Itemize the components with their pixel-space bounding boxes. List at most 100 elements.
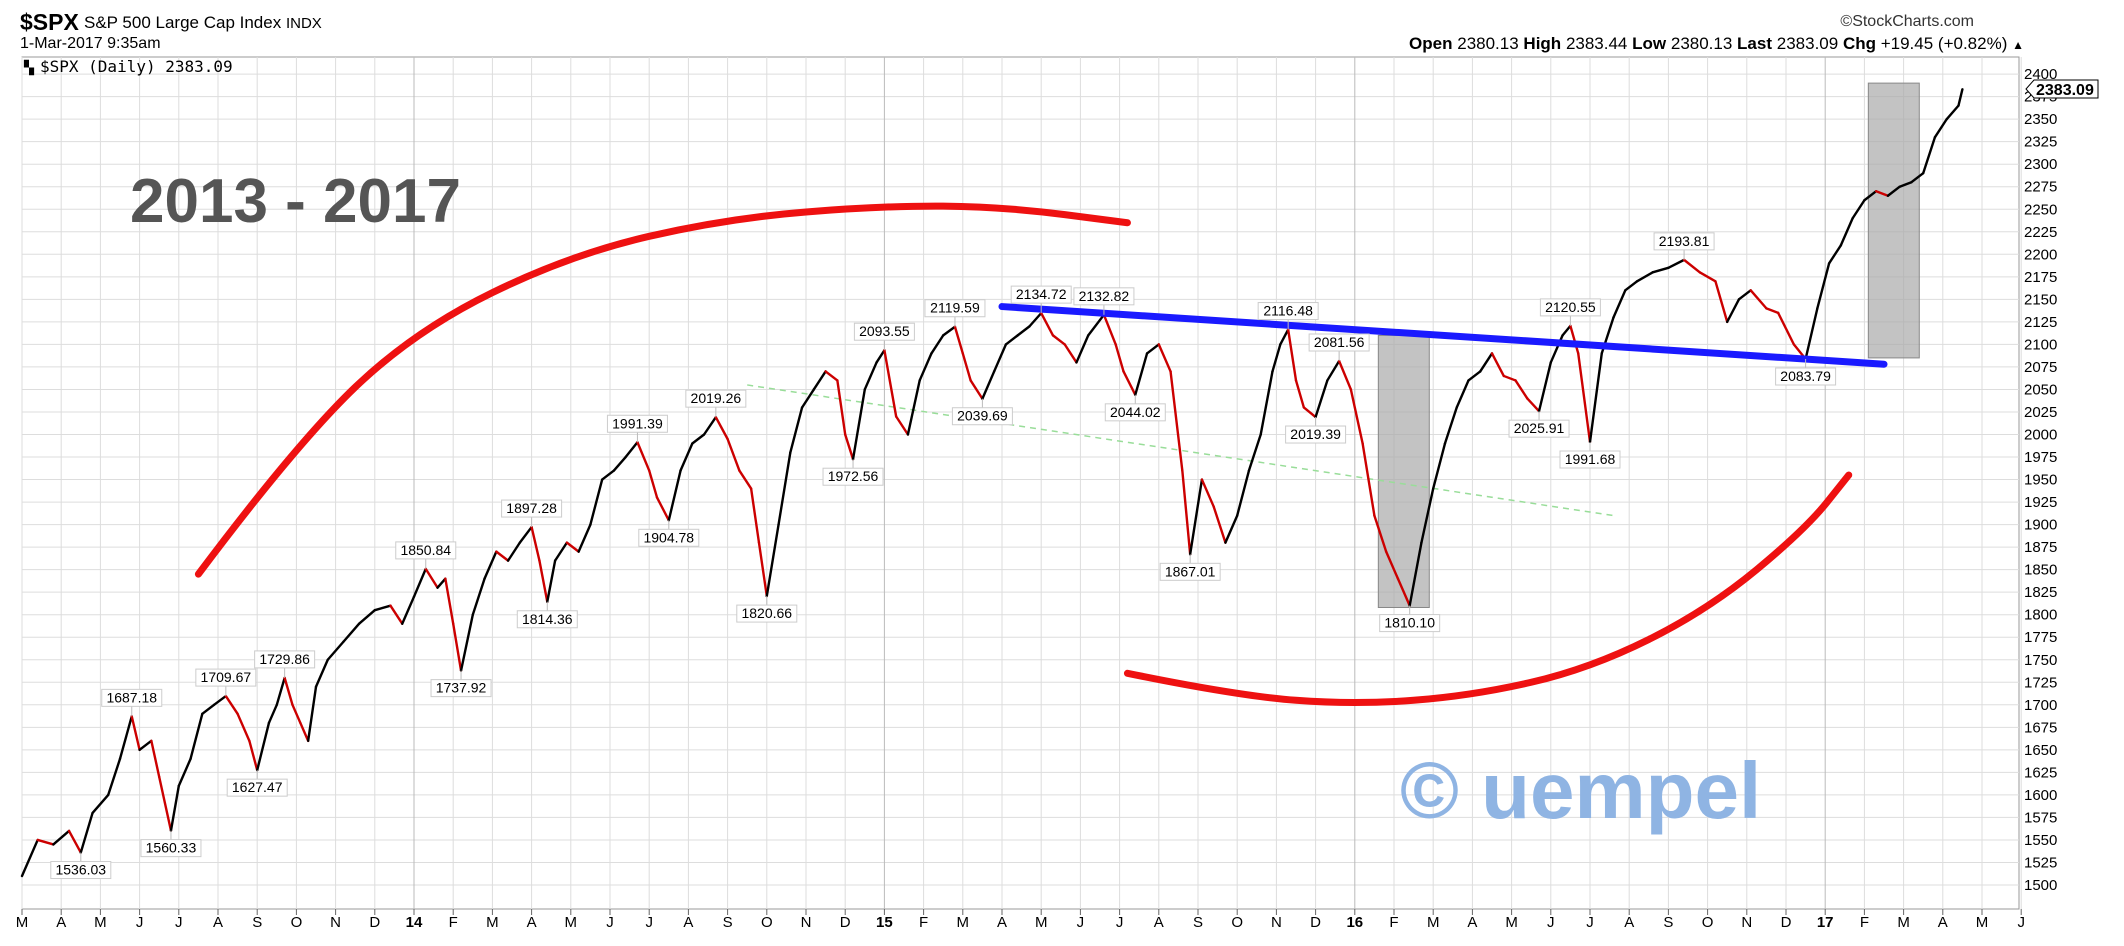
last-value-marker: 2383.09: [2025, 79, 2099, 99]
annotation-box: [1539, 298, 1601, 317]
x-tick-label: N: [801, 914, 812, 931]
annotation-label: 2119.59: [930, 300, 980, 316]
x-tick-label: M: [1035, 914, 1048, 931]
price-segment: [1200, 478, 1215, 508]
annotation-box: [853, 322, 915, 341]
annotation-label: 1737.92: [436, 680, 487, 696]
price-segment: [1874, 190, 1890, 197]
y-tick-label: 1925: [2024, 494, 2057, 511]
price-segment: [1839, 217, 1854, 247]
price-segment: [1635, 271, 1654, 283]
annotation-label: 2081.56: [1314, 334, 1365, 350]
annotation-box: [1653, 232, 1715, 251]
x-tick-label: A: [997, 914, 1007, 931]
x-tick-label: A: [527, 914, 537, 931]
x-tick-label: D: [369, 914, 380, 931]
price-segment: [530, 525, 541, 562]
x-tick-label: M: [1976, 914, 1989, 931]
open-value: 2380.13: [1457, 34, 1519, 53]
annotation-box: [430, 679, 492, 698]
annotation-box: [516, 610, 578, 629]
price-segment: [67, 829, 83, 854]
y-tick-label: 1800: [2024, 607, 2057, 624]
x-tick-label: F: [449, 914, 458, 931]
stockcharts-icon: ©: [1840, 13, 1853, 30]
price-segment: [1577, 352, 1592, 444]
price-segment: [1945, 104, 1960, 121]
price-segment: [150, 739, 161, 779]
price-segment: [589, 478, 604, 526]
x-tick-label: A: [683, 914, 693, 931]
source-credit[interactable]: ©StockCharts.com: [1840, 13, 1974, 31]
price-segment: [1212, 505, 1227, 544]
price-segment: [107, 757, 122, 797]
price-segment: [483, 550, 498, 580]
price-segment: [714, 415, 729, 441]
price-segment: [1396, 577, 1411, 607]
price-segment: [1749, 289, 1768, 310]
price-segment: [765, 523, 780, 598]
annotation-label: 2019.26: [691, 390, 742, 406]
price-segment: [1898, 181, 1913, 188]
price-segment: [1384, 550, 1400, 580]
x-tick-label: S: [1193, 914, 1203, 931]
y-tick-label: 2300: [2024, 156, 2057, 173]
x-tick-label: M: [94, 914, 107, 931]
price-segment: [1537, 361, 1553, 413]
price-segment: [326, 640, 345, 661]
annotation-labels: 1536.03 1687.18 1560.33 1709.67 1627.47 1729.…: [50, 232, 1837, 880]
annotation-box: [254, 650, 316, 669]
y-tick-label: 2100: [2024, 336, 2057, 353]
price-segment: [373, 604, 392, 612]
price-segment: [546, 559, 557, 603]
low-label: Low: [1632, 34, 1667, 53]
y-tick-label: 2125: [2024, 314, 2057, 331]
arc-layer: [194, 202, 1853, 707]
annotation-box: [195, 668, 257, 687]
y-tick-label: 2000: [2024, 427, 2057, 444]
price-segment: [52, 829, 71, 846]
low-value: 2380.13: [1670, 34, 1733, 53]
y-tick-label: 2200: [2024, 246, 2057, 263]
highlight-box: [1377, 334, 1430, 608]
price-segment: [553, 541, 569, 562]
price-segment: [1816, 262, 1831, 310]
x-tick-label: O: [761, 914, 773, 931]
exchange-label: INDX: [285, 15, 322, 32]
price-segment: [1921, 135, 1937, 175]
annotation-box: [951, 407, 1013, 426]
price-segment: [1526, 397, 1541, 413]
dashed-trendline-layer: [747, 384, 1614, 517]
x-tick-label: F: [919, 914, 928, 931]
price-segment: [953, 325, 964, 355]
annotation-label: 2193.81: [1659, 233, 1710, 249]
annotation-label: 1729.86: [259, 651, 310, 667]
price-segment: [275, 676, 286, 706]
price-segment: [1851, 199, 1866, 220]
x-tick-label: D: [1781, 914, 1792, 931]
annotation-label: 1560.33: [146, 840, 197, 856]
annotation-box: [140, 839, 202, 858]
x-tick-label: D: [1310, 914, 1321, 931]
x-tick-label: N: [1271, 914, 1282, 931]
x-tick-label: J: [1077, 914, 1085, 931]
price-segment: [444, 577, 455, 625]
up-arrow-icon: ▲: [2012, 38, 2024, 52]
price-segment: [1087, 313, 1106, 337]
price-segment: [518, 525, 533, 544]
highlight-boxes: [1377, 82, 1920, 608]
x-tick-label: M: [565, 914, 578, 931]
price-segment: [1431, 442, 1447, 490]
chg-value: +19.45 (+0.82%): [1880, 34, 2008, 53]
price-segment: [667, 469, 682, 522]
price-segment: [789, 406, 804, 454]
annotation-label: 1536.03: [55, 862, 106, 878]
y-tick-label: 1850: [2024, 562, 2057, 579]
y-tick-label: 1575: [2024, 809, 2057, 826]
price-segment: [1682, 258, 1701, 274]
price-segment: [1765, 307, 1780, 315]
x-tick-label: A: [1154, 914, 1164, 931]
x-tick-label: J: [175, 914, 183, 931]
price-segment: [1169, 370, 1184, 472]
